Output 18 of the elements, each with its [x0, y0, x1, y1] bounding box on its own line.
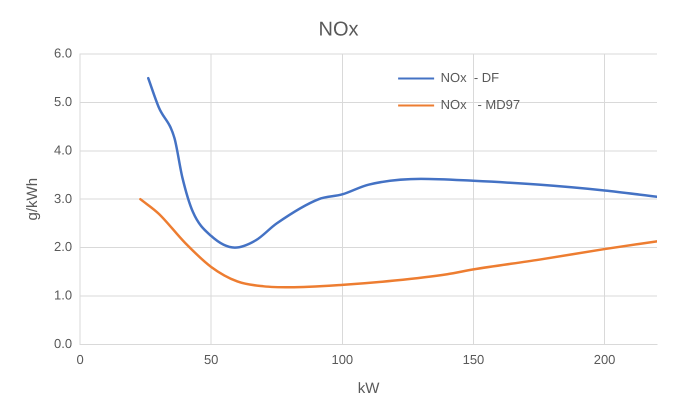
- x-axis-title: kW: [358, 380, 380, 398]
- y-axis-title: g/kWh: [24, 178, 42, 220]
- y-tick-label: 6.0: [54, 46, 72, 61]
- y-tick-label: 3.0: [54, 190, 72, 206]
- x-tick-label: 0: [76, 352, 84, 367]
- y-tick-label: 0.0: [54, 336, 72, 351]
- x-tick-label: 200: [594, 352, 616, 367]
- y-tick-label: 5.0: [54, 94, 72, 109]
- x-tick-label: 100: [331, 352, 354, 367]
- chart-title: NOx: [318, 18, 358, 41]
- y-tick-label: 2.0: [54, 239, 72, 254]
- y-tick-label: 4.0: [54, 142, 72, 158]
- legend-label: NOx - MD97: [440, 97, 520, 112]
- legend-label: NOx - DF: [440, 70, 500, 86]
- line-series: [139, 198, 657, 289]
- x-tick-label: 150: [462, 352, 484, 367]
- y-tick-label: 1.0: [54, 288, 72, 303]
- x-tick-label: 50: [204, 352, 218, 367]
